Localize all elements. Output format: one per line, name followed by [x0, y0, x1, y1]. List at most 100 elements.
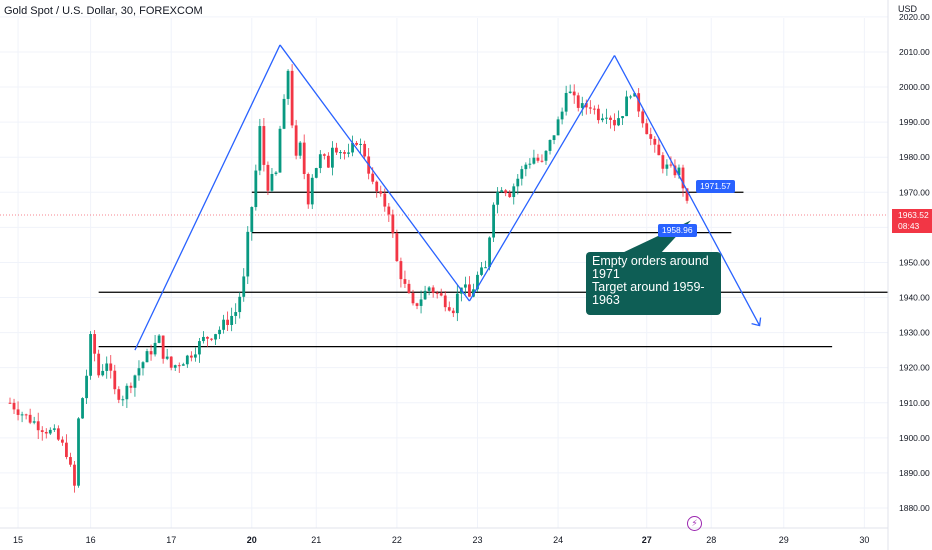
- arrow-head-icon: [751, 317, 762, 327]
- candle-body: [560, 111, 564, 120]
- candle-body: [633, 93, 637, 97]
- candle-body: [415, 303, 419, 306]
- candle-body: [339, 152, 342, 154]
- chart-title: Gold Spot / U.S. Dollar, 30, FOREXCOM: [4, 5, 203, 17]
- candle-body: [548, 140, 552, 151]
- candle-body: [32, 421, 36, 423]
- candle-body: [359, 143, 363, 145]
- candle-body: [20, 414, 24, 416]
- candle-body: [214, 334, 217, 340]
- candle-body: [125, 385, 129, 400]
- candle-body: [145, 351, 149, 363]
- candle-body: [161, 335, 165, 359]
- candle-body: [375, 181, 379, 192]
- candle-body: [504, 190, 508, 194]
- candle-body: [484, 267, 487, 269]
- candle-body: [540, 160, 544, 162]
- x-tick-label: 21: [311, 535, 321, 545]
- candle-body: [661, 155, 665, 169]
- candle-body: [133, 375, 137, 388]
- candle-body: [101, 370, 105, 376]
- candle-body: [564, 92, 568, 112]
- candle-body: [351, 142, 354, 153]
- flash-icon[interactable]: ⚡: [687, 516, 702, 531]
- price-label-1958: 1958.96: [657, 224, 697, 237]
- x-tick-label: 15: [13, 535, 23, 545]
- bar-countdown: 08:43: [898, 221, 920, 231]
- candle-body: [210, 338, 213, 340]
- candle-body: [290, 70, 294, 126]
- time-axis[interactable]: 15 16 17 20 21 22 23 24 27 28 29 30: [0, 527, 888, 545]
- candle-body: [508, 193, 512, 198]
- candle-body: [173, 365, 177, 368]
- candle-body: [141, 362, 145, 369]
- horizontal-levels: [0, 191, 889, 348]
- candle-body: [242, 276, 246, 297]
- last-price-tag[interactable]: 1963.52 08:43: [892, 209, 932, 233]
- price-axis[interactable]: 2020.00 2010.00 2000.00 1990.00 1980.00 1970.…: [887, 0, 930, 550]
- candle-body: [85, 375, 88, 399]
- candle-body: [435, 292, 439, 294]
- candle-body: [109, 363, 113, 371]
- candle-body: [36, 421, 40, 431]
- candle-body: [157, 335, 161, 343]
- candle-body: [149, 351, 153, 355]
- candle-body: [294, 125, 298, 156]
- candle-body: [500, 190, 504, 192]
- y-tick-label: 1940.00: [899, 293, 930, 303]
- candle-body: [12, 402, 16, 410]
- candle-body: [443, 295, 447, 308]
- y-tick-label: 1980.00: [899, 152, 930, 162]
- price-label-1971: 1971.57: [696, 179, 735, 193]
- candle-body: [447, 307, 451, 311]
- candle-body: [657, 144, 661, 156]
- candle-body: [266, 164, 270, 191]
- x-tick-label: 29: [779, 535, 789, 545]
- candle-body: [81, 398, 84, 419]
- candle-body: [177, 365, 181, 367]
- candle-body: [326, 155, 330, 168]
- candle-body: [480, 267, 483, 275]
- candle-body: [407, 283, 411, 294]
- y-tick-label: 2020.00: [899, 12, 930, 22]
- candle-body: [411, 293, 415, 304]
- candle-body: [556, 119, 560, 136]
- candle-body: [93, 334, 97, 354]
- candle-body: [137, 368, 141, 376]
- y-tick-label: 1970.00: [899, 187, 930, 197]
- candles: [8, 64, 689, 493]
- annotation-line-2: 1971: [592, 267, 620, 281]
- candle-body: [468, 284, 471, 297]
- candle-body: [44, 431, 48, 434]
- candle-body: [335, 147, 338, 153]
- candle-body: [16, 409, 20, 415]
- candle-body: [395, 233, 399, 262]
- candle-body: [169, 356, 173, 368]
- candle-body: [609, 117, 612, 120]
- candle-body: [117, 389, 121, 400]
- candle-body: [24, 414, 28, 416]
- trend-line-fall-2: [613, 55, 761, 326]
- candle-body: [322, 154, 326, 156]
- candle-body: [105, 363, 109, 371]
- candle-body: [463, 284, 467, 288]
- candle-body: [73, 464, 76, 486]
- candle-body: [363, 143, 367, 157]
- candle-body: [40, 430, 44, 432]
- candle-body: [218, 329, 221, 335]
- candle-body: [512, 186, 516, 198]
- y-tick-label: 2000.00: [899, 82, 930, 92]
- annotation-note[interactable]: Empty orders around 1971 Target around 1…: [586, 252, 721, 315]
- candle-body: [637, 93, 641, 112]
- annotation-pointer: [620, 220, 692, 254]
- candle-body: [262, 126, 266, 165]
- candle-body: [65, 442, 68, 458]
- candle-body: [274, 172, 278, 174]
- candle-body: [431, 287, 435, 293]
- candle-body: [347, 152, 350, 154]
- candle-body: [536, 157, 540, 161]
- candle-body: [629, 96, 633, 98]
- candle-body: [532, 157, 536, 164]
- x-tick-label: 28: [706, 535, 716, 545]
